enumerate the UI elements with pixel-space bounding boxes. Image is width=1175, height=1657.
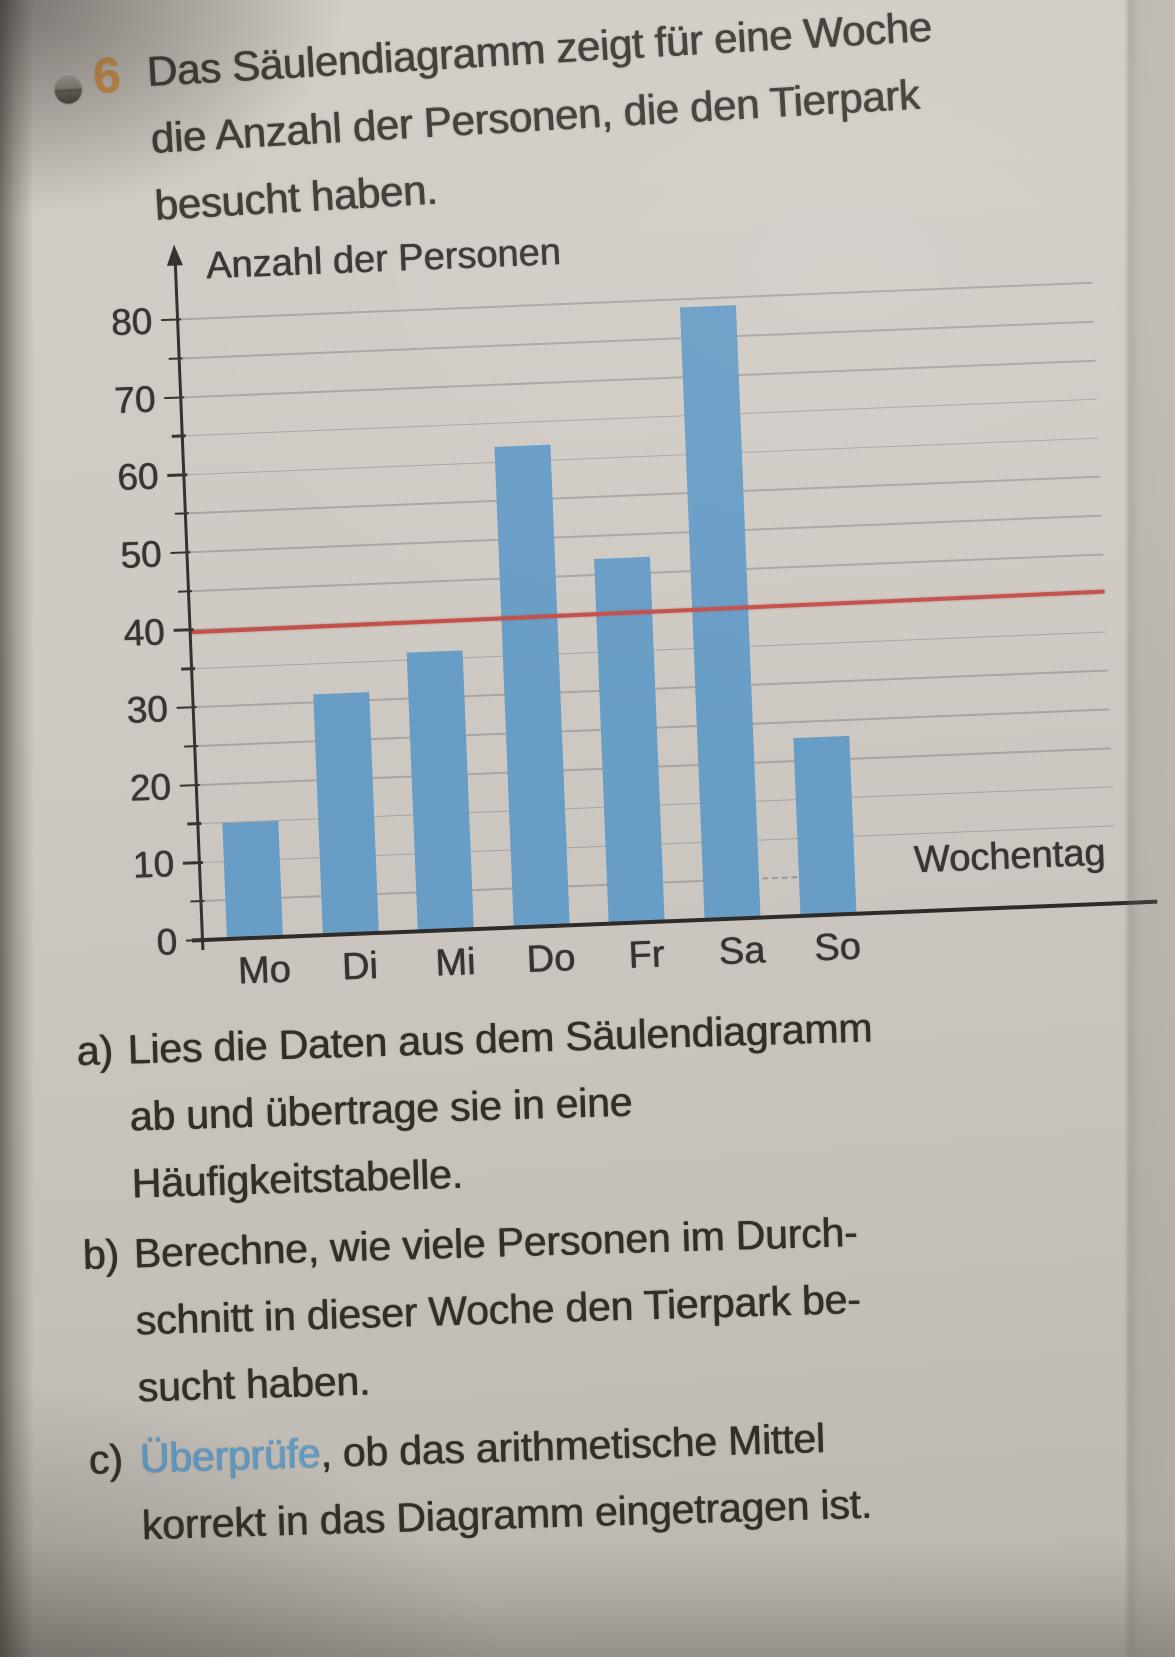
question-line-rest: , ob das arithmetische Mittel <box>319 1415 826 1477</box>
question-line: Überprüfe, ob das arithmetische Mittel <box>139 1415 825 1482</box>
highlighted-keyword: Überprüfe <box>139 1430 321 1482</box>
question-line: Berechne, wie viele Personen im Durch- <box>132 1209 858 1277</box>
question-line: sucht haben. <box>136 1357 371 1411</box>
question-line: Lies die Daten aus dem Säulendiagramm <box>126 1004 873 1073</box>
question-label: b) <box>81 1230 120 1279</box>
question-label: a) <box>75 1027 114 1075</box>
question-line: ab und übertrage sie in eine <box>128 1078 633 1140</box>
question-line: korrekt in das Diagramm eingetragen ist. <box>141 1480 873 1549</box>
question-line: Häufigkeitstabelle. <box>130 1150 464 1207</box>
question-label: c) <box>88 1435 124 1483</box>
question-line: schnitt in dieser Woche den Tierpark be- <box>134 1275 862 1344</box>
